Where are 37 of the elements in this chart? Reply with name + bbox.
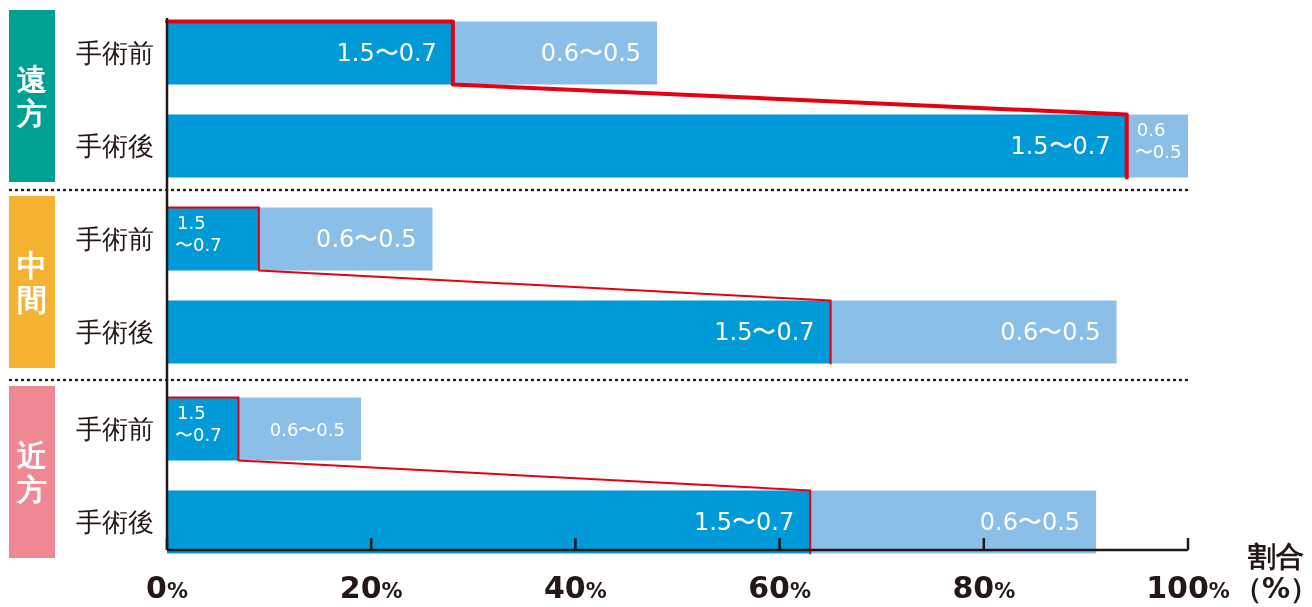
text: 0.6〜0.5 — [979, 508, 1081, 536]
y-tick-label: 手術後 — [76, 507, 154, 537]
x-tick-label: 20% — [339, 570, 403, 605]
y-tick-label: 手術後 — [76, 317, 154, 347]
text: 中間 — [17, 247, 47, 317]
series-label: 1.5〜0.7 — [175, 212, 222, 255]
bar — [167, 21, 453, 85]
series-label: 0.6〜0.5 — [1134, 119, 1182, 162]
x-tick-label: 40% — [544, 570, 607, 605]
bar — [238, 397, 361, 461]
series-label: 1.5〜0.7 — [336, 39, 437, 67]
bar — [830, 300, 1117, 364]
x-tick-label: 100% — [1146, 570, 1230, 605]
text: 0.6〜0.5 — [1000, 318, 1101, 346]
text: 0.6〜0.5 — [540, 39, 642, 67]
y-tick-label: 手術後 — [76, 131, 154, 161]
text: 遠方 — [16, 61, 47, 131]
text: 1.5〜0.7 — [693, 508, 795, 536]
text: 1.5〜0.7 — [714, 318, 815, 346]
x-tick-label: 0% — [146, 570, 188, 605]
y-tick-label: 手術前 — [76, 224, 154, 254]
y-tick-label: 手術前 — [76, 38, 154, 68]
bar — [167, 300, 831, 364]
bar — [167, 490, 811, 554]
x-axis-title: 割合（%） — [1233, 540, 1312, 605]
x-tick-label: 60% — [748, 570, 811, 605]
bar — [258, 207, 433, 271]
series-label: 1.5〜0.7 — [175, 402, 222, 445]
y-tick-label: 手術前 — [76, 414, 154, 444]
text: 1.5〜0.7 — [1010, 132, 1111, 160]
bar — [452, 21, 658, 85]
series-label: 0.6〜0.5 — [316, 225, 417, 253]
text: 近方 — [16, 437, 47, 507]
bar — [167, 207, 259, 271]
x-tick-label: 80% — [952, 570, 1016, 605]
bar — [810, 490, 1097, 554]
series-label: 0.6〜0.5 — [269, 418, 345, 440]
